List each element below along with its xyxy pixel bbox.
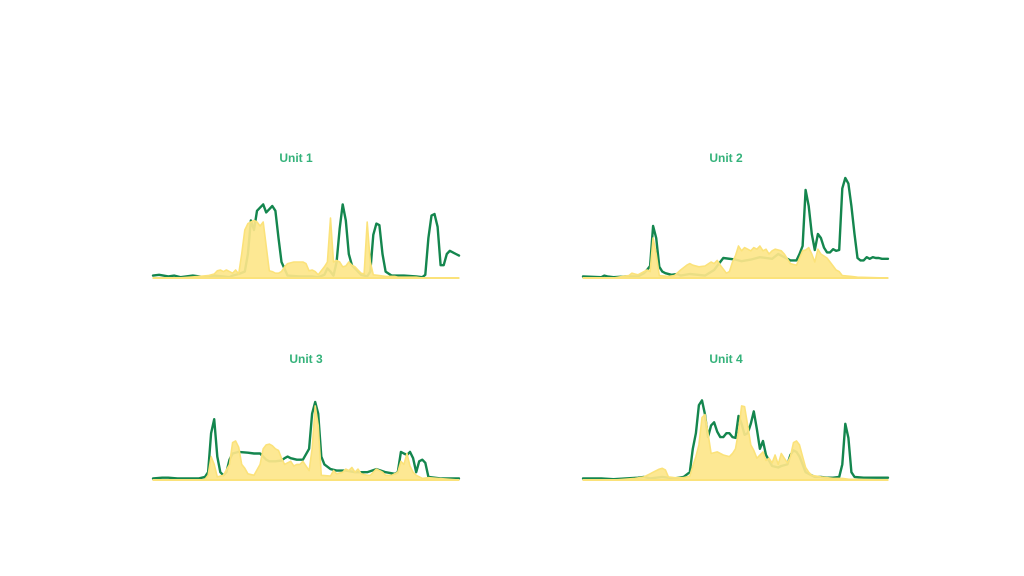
chart-title: Unit 2 (709, 151, 743, 165)
series-line (581, 176, 890, 279)
chart-title: Unit 1 (279, 151, 313, 165)
series-area (152, 217, 460, 279)
chart-title: Unit 4 (709, 352, 743, 366)
chart-panel-4: Unit 4 (581, 352, 890, 481)
series-area (152, 405, 460, 481)
chart-title: Unit 3 (289, 352, 323, 366)
chart-panel-1: Unit 1 (151, 151, 461, 279)
chart-panel-2: Unit 2 (581, 151, 890, 279)
chart-panel-3: Unit 3 (151, 352, 461, 481)
series-area (582, 237, 889, 279)
series-area (582, 405, 889, 481)
